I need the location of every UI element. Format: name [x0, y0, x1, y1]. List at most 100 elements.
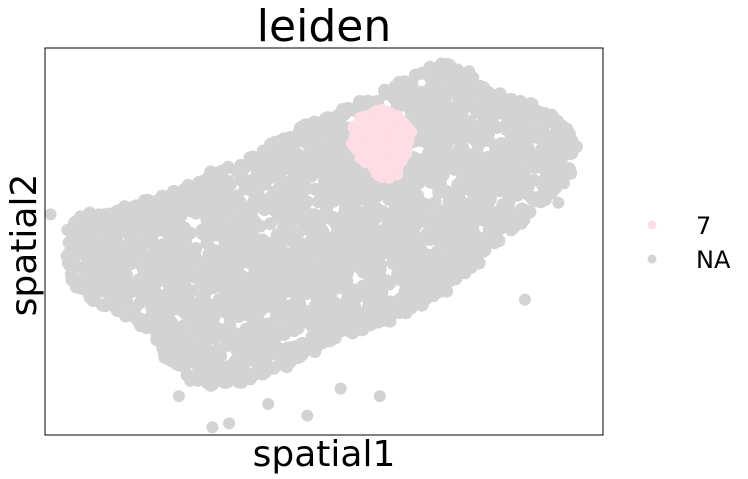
- data-point-na: [301, 273, 315, 286]
- data-point-na: [477, 81, 491, 95]
- data-point-na: [472, 206, 486, 220]
- data-point-na: [293, 297, 307, 311]
- data-point-na: [416, 233, 430, 247]
- data-point-na: [428, 250, 442, 263]
- data-point-na: [209, 228, 223, 242]
- data-point-na: [504, 222, 518, 236]
- data-point-na: [92, 234, 106, 247]
- data-point-na: [154, 273, 168, 287]
- data-point-na: [490, 232, 504, 246]
- data-point-na: [247, 194, 261, 208]
- data-point-na: [221, 223, 234, 237]
- data-point-na: [386, 236, 400, 250]
- data-point-na: [280, 285, 294, 298]
- data-point-na: [406, 239, 420, 253]
- data-point-na: [292, 203, 305, 217]
- data-point-na: [405, 158, 419, 171]
- data-point-na: [69, 233, 83, 247]
- data-point-na: [535, 142, 548, 155]
- legend-marker-na: [647, 254, 657, 264]
- data-point-na: [435, 57, 448, 70]
- data-point-na: [379, 221, 393, 234]
- data-point-na: [243, 151, 257, 165]
- legend-label-7: 7: [696, 212, 711, 240]
- data-point-na: [428, 86, 442, 100]
- data-point-na: [523, 122, 537, 135]
- data-point-na: [338, 155, 352, 169]
- data-point-na: [245, 251, 259, 265]
- data-point-na: [290, 261, 304, 275]
- data-point-na: [281, 305, 295, 319]
- data-point-na: [289, 243, 302, 257]
- data-point-na: [281, 227, 295, 241]
- data-point-na: [370, 263, 384, 277]
- data-point-na: [448, 78, 462, 92]
- data-point-na: [156, 340, 169, 354]
- data-point-na: [540, 129, 554, 143]
- data-point-na: [45, 208, 57, 221]
- data-point-na: [377, 244, 391, 258]
- data-point-na: [270, 239, 284, 253]
- data-point-na: [291, 131, 305, 145]
- data-point-na: [277, 132, 291, 146]
- data-point-na: [308, 115, 321, 129]
- data-point-na: [271, 210, 285, 224]
- data-point-na: [328, 138, 342, 152]
- data-point-na: [213, 246, 227, 260]
- data-point-na: [202, 314, 216, 328]
- data-point-na: [329, 279, 343, 293]
- data-point-na: [202, 248, 216, 261]
- data-point-na: [219, 259, 233, 273]
- data-point-na: [119, 309, 133, 323]
- data-point-na: [252, 366, 265, 380]
- data-point-na: [321, 250, 335, 264]
- data-point-na: [365, 250, 379, 263]
- data-point-na: [297, 174, 311, 188]
- data-point-na: [352, 205, 366, 219]
- data-point-na: [256, 338, 270, 352]
- data-point-na: [418, 67, 432, 80]
- plot-border: [44, 47, 604, 436]
- data-point-na: [436, 148, 450, 162]
- data-point-na: [141, 260, 155, 274]
- data-point-na: [223, 239, 237, 253]
- data-point-na: [201, 376, 214, 390]
- data-point-na: [267, 361, 281, 375]
- data-point-na: [150, 220, 164, 234]
- data-point-na: [349, 101, 363, 115]
- data-point-na: [204, 165, 218, 179]
- data-point-na: [301, 409, 314, 422]
- data-point-na: [234, 306, 248, 320]
- data-point-na: [111, 216, 124, 229]
- data-point-na: [511, 183, 525, 197]
- data-point-na: [145, 301, 159, 315]
- data-point-na: [383, 314, 397, 328]
- data-point-na: [554, 154, 568, 168]
- data-point-na: [337, 302, 350, 316]
- data-point-na: [265, 168, 279, 182]
- data-point-na: [106, 239, 118, 252]
- data-point-na: [513, 123, 526, 136]
- data-point-na: [414, 130, 428, 144]
- data-point-7: [401, 122, 415, 136]
- legend-label-na: NA: [696, 246, 731, 274]
- data-point-na: [490, 152, 504, 166]
- data-point-na: [279, 320, 293, 334]
- data-point-na: [206, 421, 219, 434]
- data-point-na: [245, 177, 258, 190]
- data-point-na: [99, 209, 113, 223]
- data-point-na: [390, 205, 403, 219]
- data-point-na: [429, 285, 442, 298]
- data-point-na: [346, 323, 360, 337]
- data-point-na: [294, 120, 308, 134]
- data-point-na: [552, 196, 565, 209]
- data-point-na: [514, 98, 528, 112]
- data-point-na: [463, 65, 476, 78]
- data-point-na: [317, 329, 331, 342]
- data-point-na: [428, 196, 442, 210]
- data-point-na: [521, 179, 535, 193]
- data-point-na: [286, 142, 300, 156]
- data-point-na: [293, 190, 307, 204]
- data-point-na: [562, 167, 576, 181]
- data-point-na: [409, 262, 422, 276]
